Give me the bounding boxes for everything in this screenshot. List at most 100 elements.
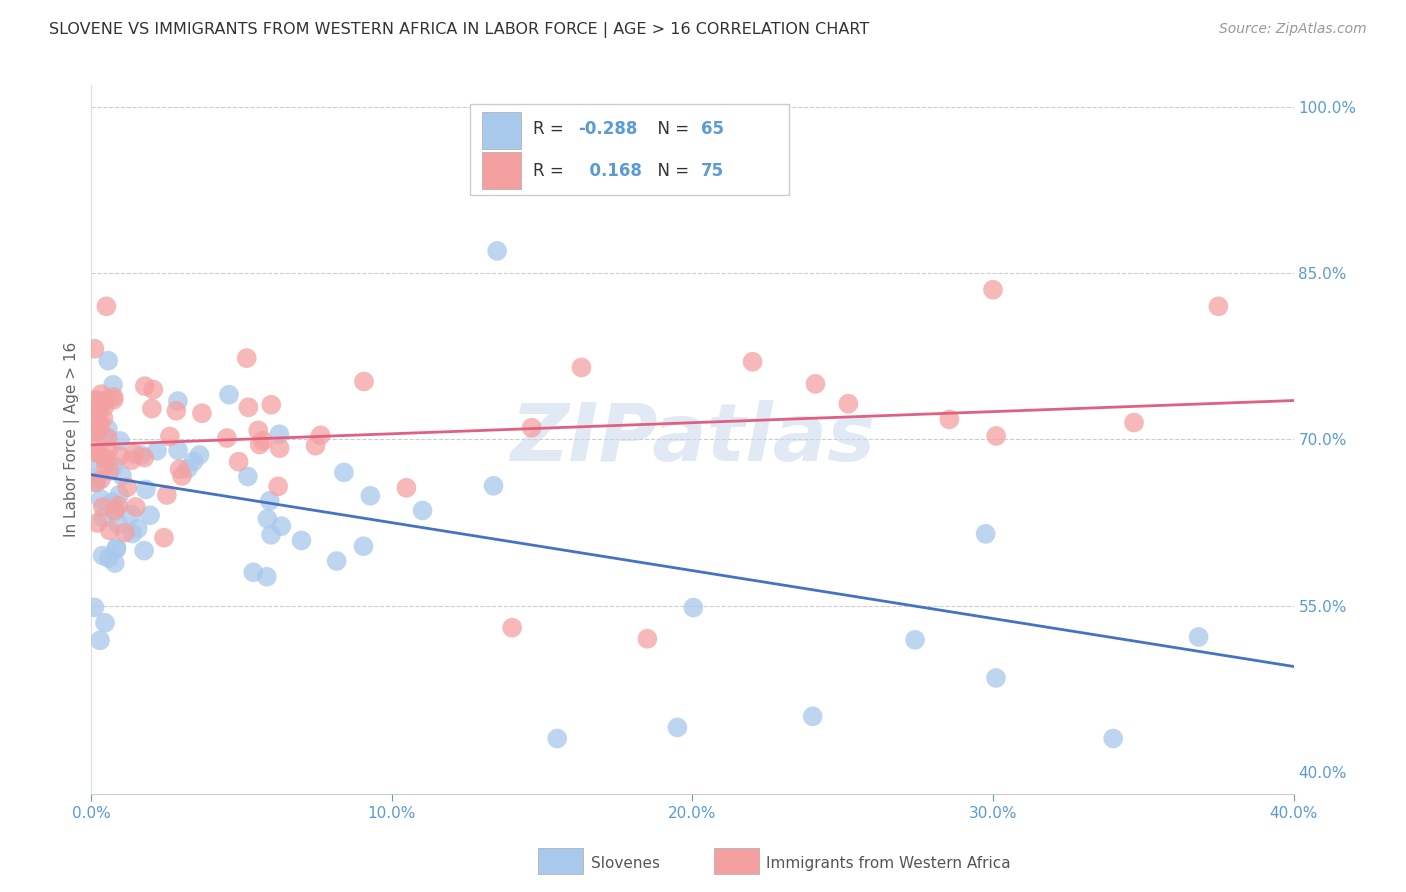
Point <box>183 454 205 468</box>
Point <box>98 464 121 478</box>
Point <box>981 283 1004 297</box>
Point <box>252 434 274 448</box>
Point <box>1208 299 1230 313</box>
Text: N =: N = <box>647 120 695 138</box>
Point <box>1102 731 1125 746</box>
Point <box>111 468 134 483</box>
Point <box>682 600 704 615</box>
Point <box>87 424 110 438</box>
Point <box>269 441 291 455</box>
Point <box>97 353 120 368</box>
Point <box>242 566 264 580</box>
Point <box>486 244 509 258</box>
Point <box>235 351 257 365</box>
Point <box>142 383 165 397</box>
Point <box>114 525 136 540</box>
Point <box>127 522 149 536</box>
Point <box>103 390 125 404</box>
FancyBboxPatch shape <box>470 103 789 194</box>
Point <box>191 406 214 420</box>
Point <box>84 475 107 490</box>
Point <box>93 400 115 414</box>
Point <box>83 452 105 467</box>
Point <box>105 542 128 557</box>
Point <box>395 481 418 495</box>
Point <box>108 434 131 448</box>
Point <box>236 469 259 483</box>
Point <box>256 512 278 526</box>
Point <box>1123 416 1146 430</box>
Point <box>83 342 105 356</box>
Text: 0.168: 0.168 <box>578 162 643 180</box>
Point <box>260 528 283 542</box>
Point <box>359 489 381 503</box>
Point <box>167 443 190 458</box>
Point <box>83 425 105 439</box>
Point <box>135 483 157 497</box>
Point <box>83 442 105 456</box>
Point <box>97 430 120 444</box>
Point <box>108 488 131 502</box>
Point <box>741 355 763 369</box>
Point <box>97 443 120 458</box>
Text: Slovenes: Slovenes <box>591 856 659 871</box>
Point <box>974 526 997 541</box>
Point <box>108 449 131 463</box>
Point <box>125 500 148 514</box>
Point <box>120 508 142 522</box>
Point <box>83 408 105 422</box>
Point <box>134 543 156 558</box>
Point <box>89 416 111 430</box>
Text: N =: N = <box>647 162 695 180</box>
Point <box>94 615 117 630</box>
Point <box>259 493 281 508</box>
Point <box>107 499 129 513</box>
Point <box>107 516 129 531</box>
Point <box>104 502 127 516</box>
Text: 65: 65 <box>700 120 724 138</box>
Point <box>482 479 505 493</box>
Point <box>97 551 120 566</box>
Point <box>269 427 291 442</box>
Point <box>141 401 163 416</box>
Point <box>256 570 278 584</box>
FancyBboxPatch shape <box>482 112 520 149</box>
Point <box>131 448 153 462</box>
Point <box>84 446 107 460</box>
Point <box>83 410 105 425</box>
Point <box>101 495 124 509</box>
Point <box>270 519 292 533</box>
Point <box>89 633 111 648</box>
Point <box>91 549 114 563</box>
Point <box>97 422 120 436</box>
Point <box>249 437 271 451</box>
Point <box>139 508 162 523</box>
Point <box>98 524 121 538</box>
Point <box>353 375 375 389</box>
Point <box>170 469 193 483</box>
Point <box>103 392 125 407</box>
Point <box>91 500 114 514</box>
Y-axis label: In Labor Force | Age > 16: In Labor Force | Age > 16 <box>65 342 80 537</box>
Point <box>117 480 139 494</box>
Point <box>94 451 117 466</box>
Text: R =: R = <box>533 120 568 138</box>
Point <box>90 472 112 486</box>
Point <box>353 539 375 553</box>
Point <box>96 299 118 313</box>
Text: -0.288: -0.288 <box>578 120 638 138</box>
Point <box>520 420 543 434</box>
Point <box>188 448 211 462</box>
Point <box>86 475 108 490</box>
Point <box>411 503 433 517</box>
Point <box>87 445 110 459</box>
Point <box>91 510 114 524</box>
Point <box>309 428 332 442</box>
Point <box>501 621 523 635</box>
Point <box>153 531 176 545</box>
Point <box>103 504 125 518</box>
Point <box>83 471 105 485</box>
Point <box>86 516 108 530</box>
Point <box>134 450 156 465</box>
Point <box>804 376 827 391</box>
